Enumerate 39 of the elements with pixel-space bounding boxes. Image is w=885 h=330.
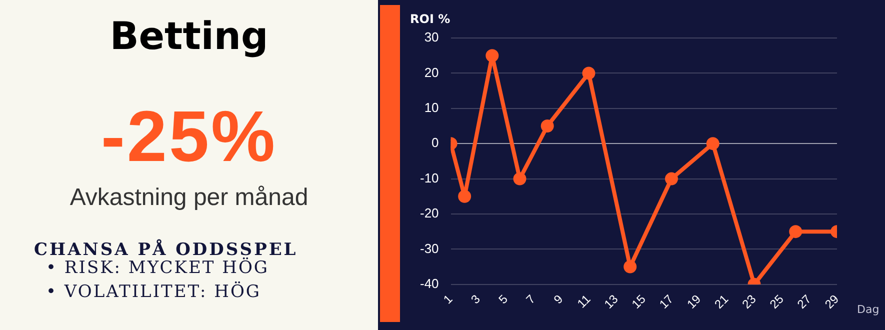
point xyxy=(664,172,678,186)
x-tick-label: 5 xyxy=(496,292,511,307)
x-tick-label: 25 xyxy=(766,292,787,312)
x-tick-label: 17 xyxy=(656,292,676,312)
point xyxy=(513,172,526,186)
x-tick-label: 9 xyxy=(550,292,566,307)
y-tick-label: -10 xyxy=(420,170,439,186)
text: • VOLATILITET: HÖG xyxy=(46,280,262,304)
point xyxy=(458,190,472,203)
x-tick-label: 15 xyxy=(629,292,649,312)
x-axis-title: Dag xyxy=(857,303,880,316)
point xyxy=(789,225,802,238)
y-tick-label: -20 xyxy=(420,206,439,221)
point xyxy=(706,137,720,150)
chart-title: Betting xyxy=(108,14,270,58)
text: • RISK: MYCKET HÖG xyxy=(46,256,269,280)
y-tick-label: -30 xyxy=(420,240,439,256)
y-tick-label: 10 xyxy=(424,100,439,115)
point xyxy=(486,49,499,62)
x-tick-label: 27 xyxy=(794,292,814,312)
x-tick-label: 19 xyxy=(684,292,704,312)
x-tick-label: 11 xyxy=(574,292,594,311)
point xyxy=(540,119,554,132)
point xyxy=(624,260,637,274)
x-tick-label: 3 xyxy=(468,292,484,307)
x-tick-label: 29 xyxy=(822,292,842,312)
x-tick-label: 1 xyxy=(440,292,456,307)
x-tick-label: 23 xyxy=(739,292,759,312)
y-tick-label: 0 xyxy=(432,135,439,150)
x-tick-label: 21 xyxy=(712,292,732,312)
text: Avkastning per månad xyxy=(68,184,310,212)
point xyxy=(582,66,596,80)
y-tick-label: -40 xyxy=(420,276,439,291)
text: -25% xyxy=(100,96,278,178)
x-tick-label: 7 xyxy=(523,292,538,307)
y-axis-title: ROI % xyxy=(410,12,450,26)
y-tick-label: 20 xyxy=(424,64,439,80)
x-tick-label: 13 xyxy=(601,292,621,312)
y-tick-label: 30 xyxy=(424,30,439,45)
